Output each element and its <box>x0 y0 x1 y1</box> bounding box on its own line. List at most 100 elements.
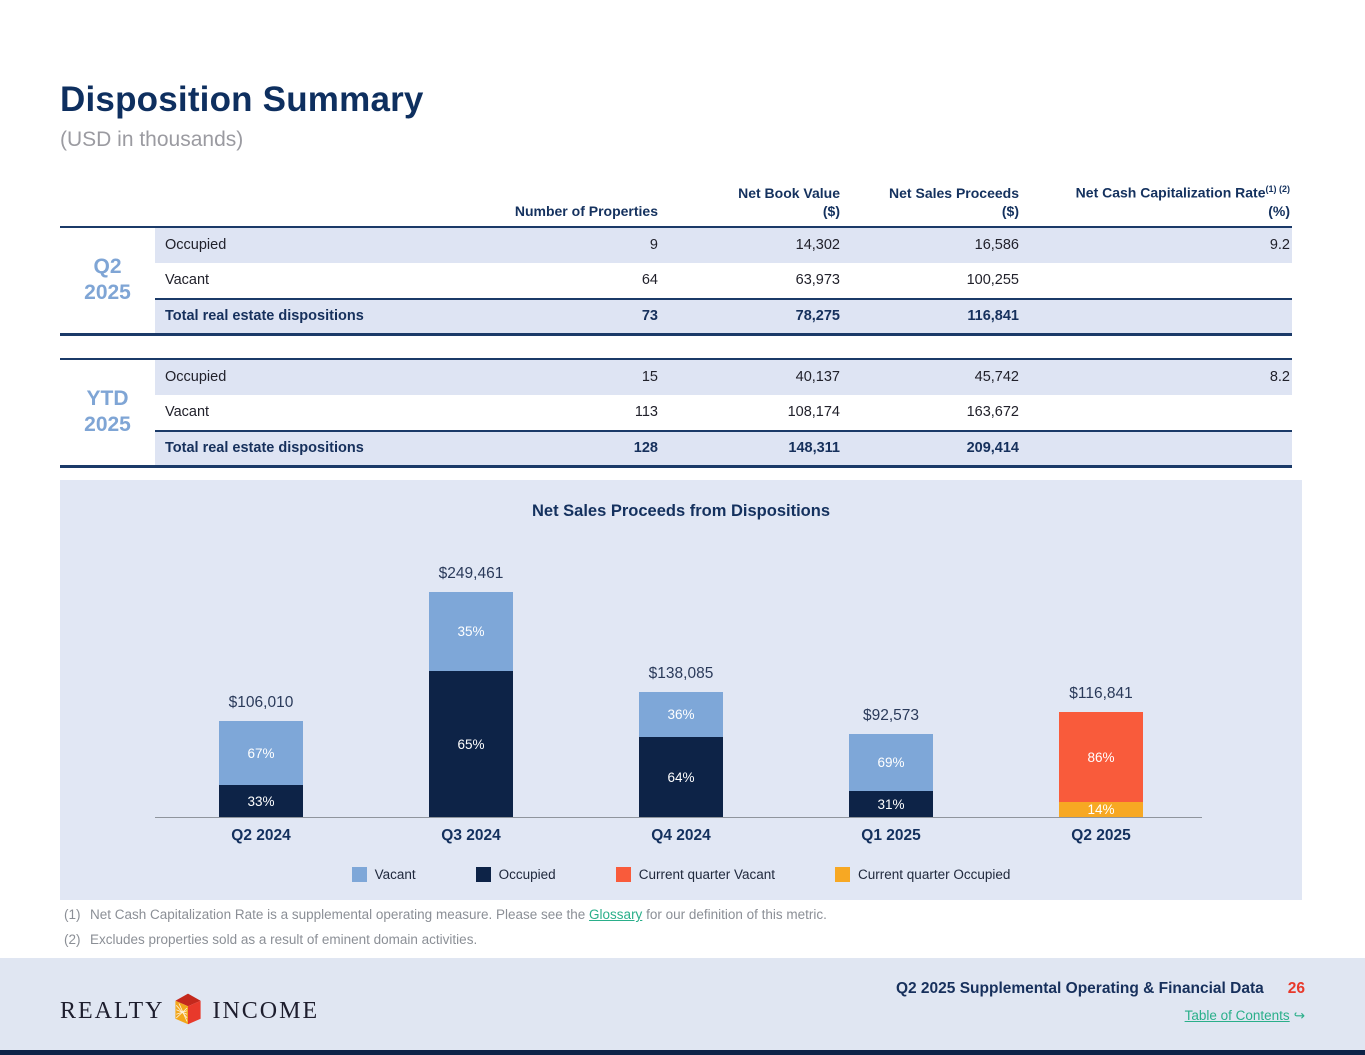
page-title: Disposition Summary <box>60 80 424 119</box>
x-axis-label: Q2 2024 <box>231 827 291 844</box>
bar-value-label: $249,461 <box>438 565 504 582</box>
footnote: (2) Excludes properties sold as a result … <box>64 932 827 947</box>
chart-panel: Net Sales Proceeds from Dispositions $10… <box>60 480 1302 900</box>
table-cell: 163,672 <box>966 404 1019 421</box>
table-cell: 9.2 <box>1269 237 1290 254</box>
page-subtitle: (USD in thousands) <box>60 128 244 151</box>
table-cell: Occupied <box>165 237 227 254</box>
legend-swatch <box>835 867 851 882</box>
group-label-line: 2025 <box>84 281 131 305</box>
bar-percent-label: 86% <box>1087 749 1115 765</box>
bar-percent-label: 67% <box>247 745 275 761</box>
bar-segment: 35% <box>429 592 513 671</box>
table-cell: 128 <box>633 440 658 457</box>
x-axis-label: Q4 2024 <box>651 827 711 844</box>
bar-segment: 33% <box>219 785 303 817</box>
bar-percent-label: 33% <box>247 793 275 809</box>
realty-income-logo: REALTY INCOME <box>60 990 319 1033</box>
footnote-marker: (2) <box>64 932 81 947</box>
table-cell: 45,742 <box>974 369 1019 386</box>
legend-item: Current quarter Occupied <box>835 867 1010 882</box>
bar-segment: 67% <box>219 721 303 785</box>
group-label: YTD 2025 <box>60 359 155 465</box>
chart-title: Net Sales Proceeds from Dispositions <box>531 502 830 520</box>
footnotes: (1) Net Cash Capitalization Rate is a sup… <box>64 907 827 957</box>
bar-percent-label: 65% <box>457 736 485 752</box>
group-rows: Occupied 9 14,302 16,586 9.2 Vacant 64 63,973 10… <box>155 227 1292 333</box>
footnote-text: Net Cash Capitalization Rate is a supple… <box>90 907 827 922</box>
logo-text-realty: REALTY <box>60 998 165 1024</box>
table-of-contents-link[interactable]: Table of Contents <box>1184 1008 1290 1023</box>
bar-segment: 36% <box>639 692 723 737</box>
group-label: Q2 2025 <box>60 227 155 333</box>
bar-percent-label: 36% <box>667 707 695 722</box>
legend-item: Occupied <box>475 867 556 882</box>
chart-legend: Vacant Occupied Current quarter Vacant Curr… <box>60 867 1302 882</box>
table-cell: 64 <box>641 272 658 289</box>
legend-swatch <box>615 867 631 882</box>
bottom-accent-bar <box>0 1050 1365 1055</box>
table-cell: Vacant <box>165 272 210 289</box>
table-cell: 78,275 <box>795 308 840 325</box>
footnote-marker: (1) <box>64 907 81 922</box>
bar-slot: $116,841 86% 14% <box>996 480 1206 817</box>
header-net-sales-proceeds: Net Sales Proceeds ($) <box>889 184 1019 219</box>
x-axis-line <box>155 817 1202 818</box>
table-cell: 209,414 <box>966 440 1019 457</box>
legend-label: Current quarter Vacant <box>638 867 776 882</box>
toc-arrow-icon: ↪ <box>1293 1008 1305 1023</box>
x-axis-label: Q1 2025 <box>861 827 921 844</box>
glossary-link[interactable]: Glossary <box>589 907 643 922</box>
table-cell: 40,137 <box>795 369 840 386</box>
footer: REALTY INCOME Q2 <box>0 958 1365 1050</box>
title-block: Disposition Summary (USD in thousands) <box>60 80 424 152</box>
bar: 86% 14% <box>1059 712 1143 817</box>
x-axis-labels: Q2 2024 Q3 2024 Q4 2024 Q1 2025 Q2 2025 <box>156 827 1206 845</box>
bar-value-label: $116,841 <box>1069 685 1133 702</box>
footer-right: Q2 2025 Supplemental Operating & Financi… <box>896 980 1305 1024</box>
bar: 67% 33% <box>219 721 303 817</box>
legend-item: Vacant <box>351 867 416 882</box>
table-row: Vacant 64 63,973 100,255 <box>155 263 1292 298</box>
dispositions-table: Number of Properties Net Book Value ($) … <box>60 180 1292 468</box>
page-number: 26 <box>1287 980 1305 997</box>
bar-segment: 65% <box>429 671 513 817</box>
table-cell: 113 <box>634 404 658 421</box>
table-cell: Total real estate dispositions <box>165 440 364 457</box>
table-cell: 108,174 <box>787 404 840 421</box>
bar-percent-label: 69% <box>877 755 905 770</box>
bar-percent-label: 31% <box>877 796 905 812</box>
bar: 35% 65% <box>429 592 513 817</box>
bar: 69% 31% <box>849 734 933 817</box>
table-cell: Occupied <box>165 369 227 386</box>
table-header-row: Number of Properties Net Book Value ($) … <box>60 180 1292 226</box>
table-cell: Total real estate dispositions <box>165 308 364 325</box>
bar-percent-label: 35% <box>457 624 485 639</box>
bar-segment: 69% <box>849 734 933 791</box>
table-cell: 14,302 <box>795 237 840 254</box>
bar-slot: $106,010 67% 33% <box>156 480 366 817</box>
legend-swatch <box>351 867 367 882</box>
table-row: Total real estate dispositions 128 148,311… <box>155 429 1292 465</box>
legend-label: Occupied <box>498 867 556 882</box>
table-cell: 63,973 <box>795 272 840 289</box>
legend-label: Vacant <box>374 867 416 882</box>
table-group: YTD 2025 Occupied 15 40,137 45,742 8.2 Vacant 11… <box>60 357 1292 468</box>
table-cell: 116,841 <box>967 308 1019 325</box>
table-body: Q2 2025 Occupied 9 14,302 16,586 9.2 Vacant 64 63… <box>60 225 1292 468</box>
header-net-book-value: Net Book Value ($) <box>738 184 840 219</box>
logo-text-income: INCOME <box>212 998 320 1024</box>
house-cube-icon <box>170 990 206 1033</box>
bar-segment: 64% <box>639 737 723 817</box>
table-cell: 100,255 <box>966 272 1019 289</box>
table-row: Occupied 15 40,137 45,742 8.2 <box>155 359 1292 395</box>
table-cell: 148,311 <box>788 440 840 457</box>
legend-swatch <box>475 867 491 882</box>
table-row: Total real estate dispositions 73 78,275 11… <box>155 297 1292 333</box>
bar-value-label: $106,010 <box>228 694 294 711</box>
bar-slot: $138,085 36% 64% <box>576 480 786 817</box>
bar-value-label: $138,085 <box>648 665 714 682</box>
table-cell: 16,586 <box>974 237 1019 254</box>
bar: 36% 64% <box>639 692 723 817</box>
legend-item: Current quarter Vacant <box>615 867 776 882</box>
